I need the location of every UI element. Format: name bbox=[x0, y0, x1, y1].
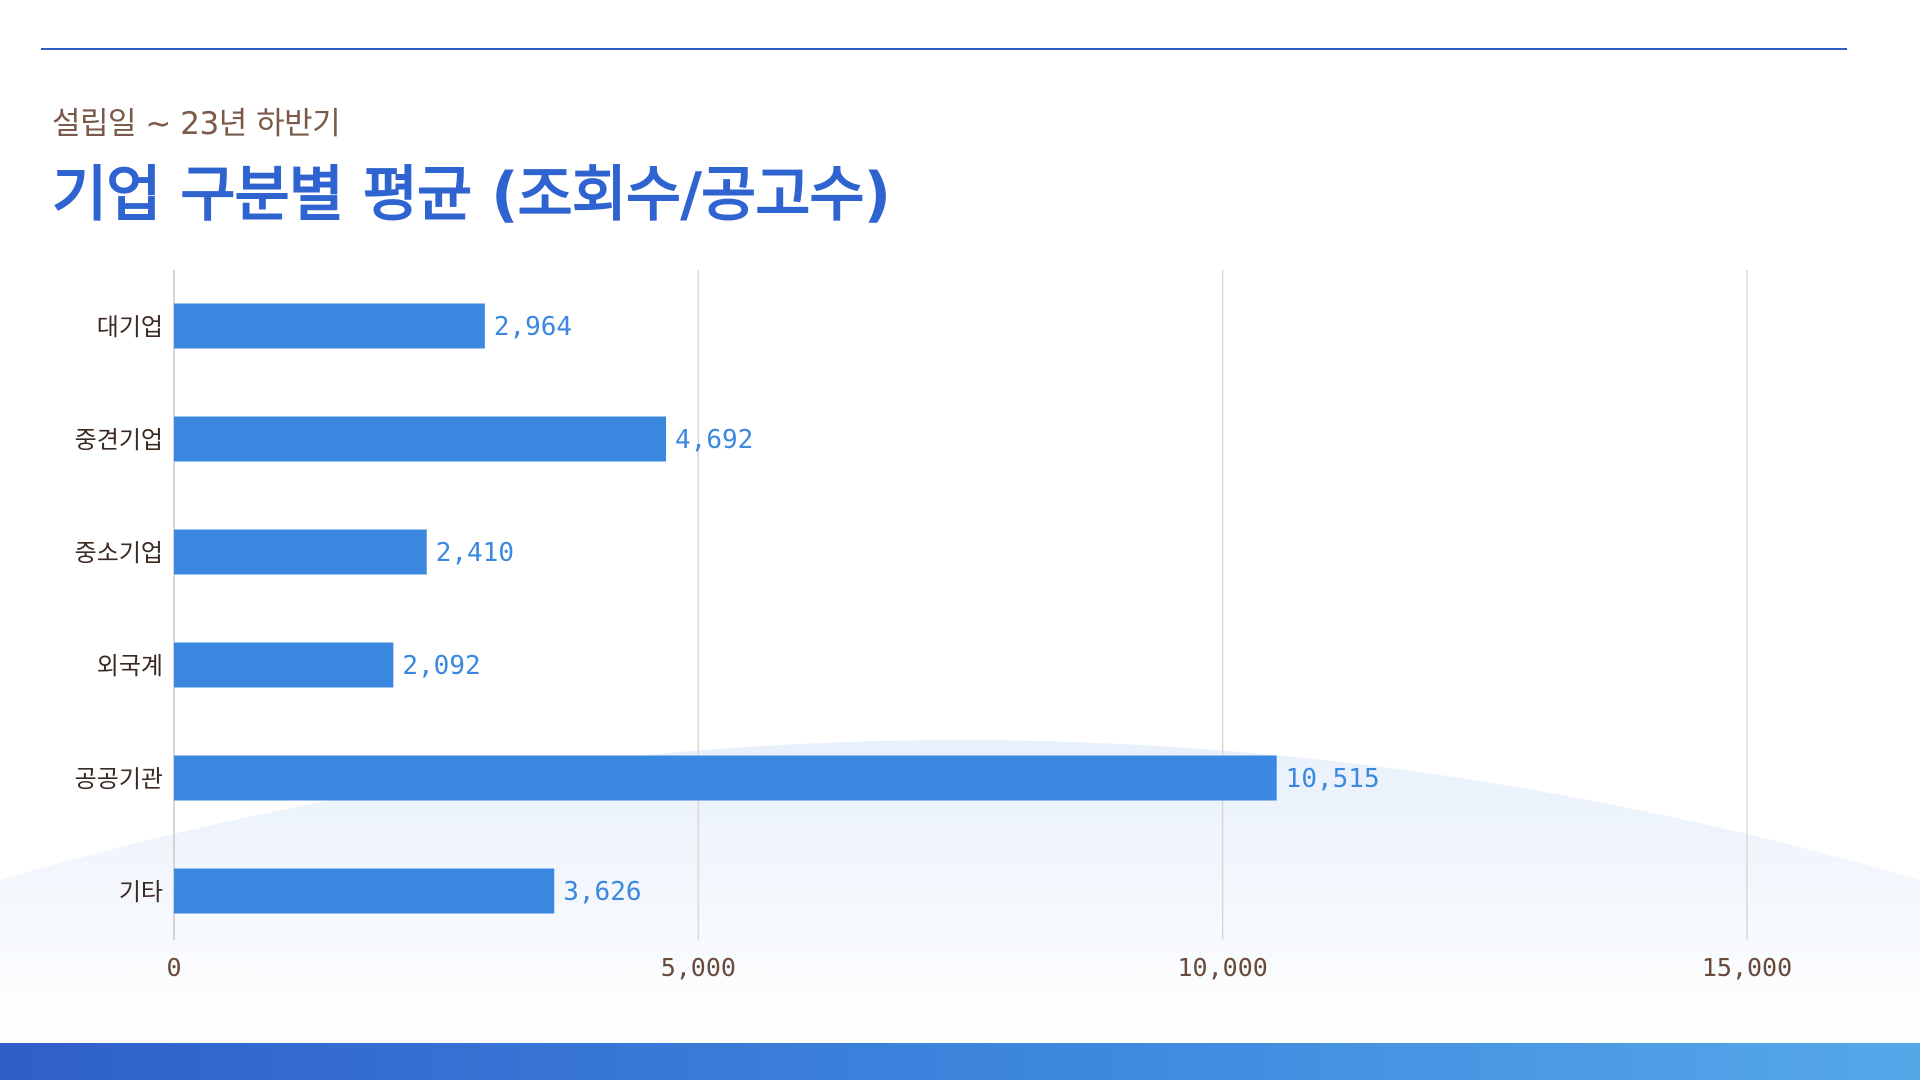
labels: 0 5,000 10,000 15,000 대기업 2,964 중견기업 4,692 중소기업 2… bbox=[75, 312, 1792, 982]
bar bbox=[174, 416, 667, 462]
bar bbox=[174, 642, 394, 688]
chart-subtitle: 설립일 ~ 23년 하반기 bbox=[52, 106, 341, 142]
x-tick-label: 15,000 bbox=[1702, 953, 1792, 982]
gridlines bbox=[173, 270, 1748, 940]
bar bbox=[174, 303, 485, 349]
category-label: 기타 bbox=[119, 878, 163, 906]
data-label: 2,092 bbox=[402, 651, 480, 681]
top-divider bbox=[41, 48, 1847, 50]
data-label: 2,964 bbox=[494, 312, 572, 342]
data-label: 4,692 bbox=[675, 425, 753, 455]
x-tick-label: 5,000 bbox=[661, 953, 736, 982]
data-label: 3,626 bbox=[563, 877, 641, 907]
bar bbox=[174, 868, 555, 914]
x-tick-label: 10,000 bbox=[1178, 953, 1268, 982]
bar bbox=[174, 529, 427, 575]
chart-title: 기업 구분별 평균 (조회수/공고수) bbox=[52, 160, 891, 230]
category-label: 외국계 bbox=[97, 652, 163, 680]
category-label: 중견기업 bbox=[75, 426, 163, 454]
bars bbox=[174, 303, 1277, 914]
data-label: 2,410 bbox=[436, 538, 514, 568]
category-label: 공공기관 bbox=[75, 765, 163, 793]
category-label: 대기업 bbox=[97, 313, 163, 341]
category-label: 중소기업 bbox=[75, 539, 163, 567]
data-label: 10,515 bbox=[1286, 764, 1380, 794]
x-tick-label: 0 bbox=[166, 953, 181, 982]
bottom-band bbox=[0, 1043, 1920, 1080]
bar bbox=[174, 755, 1277, 801]
